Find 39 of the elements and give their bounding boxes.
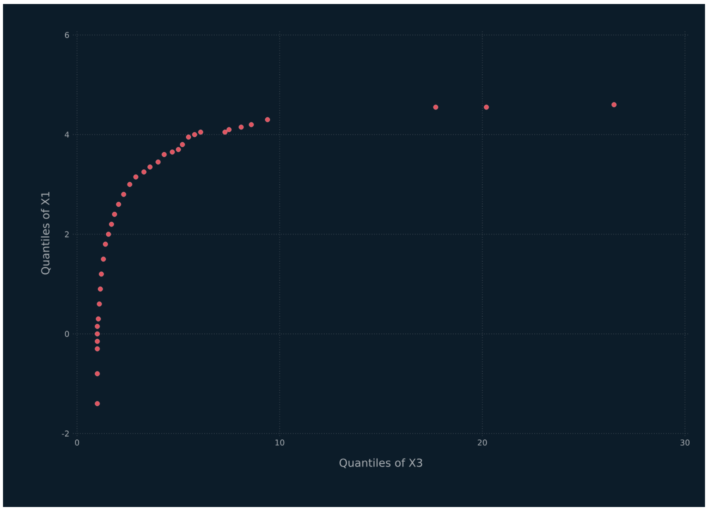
point [98,286,103,292]
x-axis-title: Quantiles of X3 [340,458,422,468]
point [96,301,102,306]
point [176,147,181,152]
point [141,169,146,174]
point [192,132,198,138]
point [484,104,489,110]
point [127,182,132,187]
point [94,401,100,406]
point [94,331,100,336]
point [180,142,185,148]
point [156,160,161,164]
point [612,102,617,108]
point [116,202,122,207]
point [100,256,106,262]
point [148,164,152,170]
point [433,104,438,110]
point [121,192,126,197]
point [265,117,270,122]
point [112,212,118,217]
point [133,174,138,180]
point [109,222,114,227]
point [102,242,108,247]
point [222,130,228,135]
point [94,371,100,376]
point [238,124,244,130]
point [96,316,101,322]
point [162,152,167,158]
point [94,346,100,352]
point [226,127,232,132]
point [198,130,204,135]
point [94,338,100,344]
point [106,232,111,237]
point [98,272,104,277]
point [186,134,191,140]
point [170,150,175,155]
point [94,324,100,329]
y-axis-title: Quantiles of X1 [40,192,51,274]
point [248,122,254,128]
